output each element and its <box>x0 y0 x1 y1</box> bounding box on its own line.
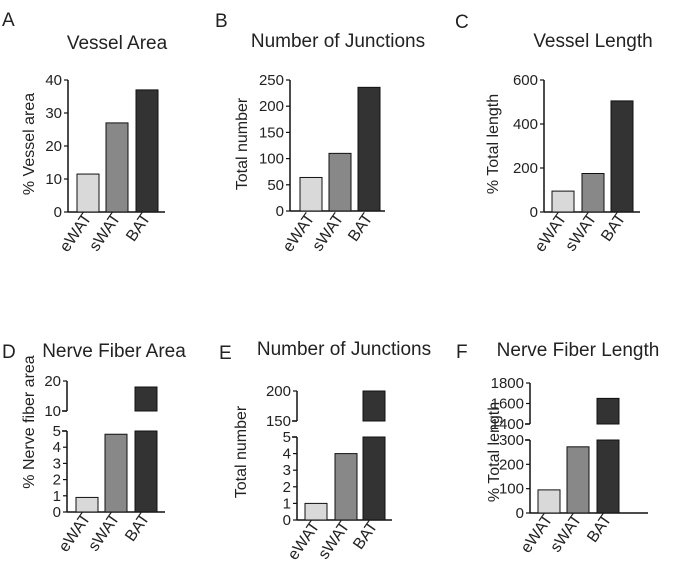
panel-f-category-label: sWAT <box>547 511 585 555</box>
panel-e-bar-swat <box>334 453 358 521</box>
panel-a-title: Vessel Area <box>67 33 168 54</box>
panel-a-category-label: BAT <box>123 210 154 244</box>
panel-d-letter: D <box>2 342 16 363</box>
panel-d-category-label: eWAT <box>56 510 95 555</box>
panel-f-ytick-label: 1800 <box>491 375 524 392</box>
panel-e-ytick-label: 4 <box>283 446 291 463</box>
panel-d-bar-bat-lower <box>134 430 158 513</box>
panel-b-ytick-label: 0 <box>276 203 284 220</box>
panel-b-ytick-label: 250 <box>259 72 284 89</box>
panel-b-category-label: eWAT <box>280 210 319 255</box>
panel-e-bar-ewat <box>304 502 328 521</box>
panel-f-letter: F <box>456 342 468 363</box>
panel-d-ytick-label: 3 <box>53 455 61 472</box>
panel-b-bar-swat <box>328 152 352 212</box>
panel-b-ytick-label: 200 <box>259 98 284 115</box>
panel-d-ytick-label: 20 <box>44 373 61 390</box>
panel-e-ytick-label: 5 <box>283 429 291 446</box>
panel-a-ylabel: % Vessel area <box>21 93 38 195</box>
panel-b-letter: B <box>215 11 228 32</box>
panel-c-bar-bat <box>610 100 634 213</box>
panel-d-bar-bat-upper <box>134 386 158 412</box>
panel-b-title: Number of Junctions <box>251 31 425 52</box>
panel-c-letter: C <box>455 12 469 33</box>
panel-d-ytick-label: 2 <box>53 472 61 489</box>
panel-d-category-label: BAT <box>122 510 153 544</box>
panel-f-ytick-label: 200 <box>499 456 524 473</box>
panel-e-ytick-label: 2 <box>283 479 291 496</box>
panel-e-ytick-label: 200 <box>266 383 291 400</box>
panel-f-title: Nerve Fiber Length <box>497 340 660 361</box>
panel-f-category-label: BAT <box>584 511 615 545</box>
panel-c-category-label: BAT <box>598 210 629 244</box>
panel-f-ylabel: % Total length <box>486 402 503 502</box>
panel-d-ytick-label: 10 <box>44 403 61 420</box>
panel-f-bar-ewat <box>537 489 561 514</box>
panel-d-category-label: sWAT <box>85 510 123 554</box>
panel-e-category-label: sWAT <box>315 518 353 562</box>
panel-d-bar-swat <box>104 433 128 513</box>
panel-a-ytick-label: 20 <box>45 138 62 155</box>
panel-c-ytick-label: 0 <box>530 204 538 221</box>
panel-e-letter: E <box>219 343 232 364</box>
panel-b-ytick-label: 50 <box>267 177 284 194</box>
panel-e-title: Number of Junctions <box>257 339 431 360</box>
panel-c-bar-swat <box>581 173 605 213</box>
panel-b-category-label: BAT <box>345 210 376 244</box>
panel-c-category-label: sWAT <box>562 210 600 254</box>
panel-f-ytick-label: 0 <box>516 505 524 522</box>
panel-b-bar-bat <box>357 86 381 212</box>
panel-d-ytick-label: 1 <box>53 488 61 505</box>
panel-d-bar-ewat <box>75 496 99 513</box>
panel-d-ytick-label: 5 <box>53 423 61 440</box>
panel-c-ytick-label: 400 <box>513 116 538 133</box>
panel-a-category-label: eWAT <box>57 210 96 255</box>
panel-f-bar-bat-upper <box>596 397 620 425</box>
panel-a-category-label: sWAT <box>86 210 124 254</box>
panel-e-bar-bat-lower <box>362 436 386 521</box>
panel-d-ylabel: % Nerve fiber area <box>21 355 38 488</box>
panel-a-ytick-label: 40 <box>45 72 62 89</box>
panel-e-bar-bat-upper <box>362 390 386 422</box>
panel-a-bar-ewat <box>76 173 100 213</box>
panel-e-ytick-label: 1 <box>283 495 291 512</box>
panel-a-letter: A <box>2 10 15 31</box>
panel-f-ytick-label: 300 <box>499 432 524 449</box>
panel-b-category-label: sWAT <box>309 210 347 254</box>
panel-d-title: Nerve Fiber Area <box>42 341 186 362</box>
panel-e-category-label: BAT <box>350 518 381 552</box>
panel-a-bar-bat <box>135 89 159 213</box>
panel-f-ytick-label: 1600 <box>491 396 524 413</box>
panel-b-bar-ewat <box>299 176 323 212</box>
panel-c-title: Vessel Length <box>533 31 652 52</box>
panel-a-ytick-label: 30 <box>45 105 62 122</box>
panel-d-ytick-label: 4 <box>53 439 61 456</box>
panel-f-bar-swat <box>566 446 590 514</box>
panel-c-bar-ewat <box>551 190 575 213</box>
panel-e-ylabel: Total number <box>233 405 250 498</box>
panel-c-ylabel: % Total length <box>485 94 502 194</box>
panel-a-bar-swat <box>105 122 129 213</box>
panel-e-ytick-label: 3 <box>283 462 291 479</box>
panel-f-ytick-label: 100 <box>499 481 524 498</box>
panel-d-ytick-label: 0 <box>53 504 61 521</box>
panel-b-ylabel: Total number <box>234 97 251 190</box>
panel-b-ytick-label: 100 <box>259 151 284 168</box>
panel-b-ytick-label: 150 <box>259 124 284 141</box>
panel-f-ytick-label: 1400 <box>491 416 524 433</box>
panel-a-ytick-label: 10 <box>45 171 62 188</box>
panel-a-ytick-label: 0 <box>54 204 62 221</box>
panel-e-ytick-label: 0 <box>283 512 291 529</box>
panel-e-ytick-label: 150 <box>266 413 291 430</box>
panel-c-ytick-label: 200 <box>513 160 538 177</box>
panel-c-ytick-label: 600 <box>513 72 538 89</box>
panel-f-bar-bat-lower <box>596 439 620 514</box>
